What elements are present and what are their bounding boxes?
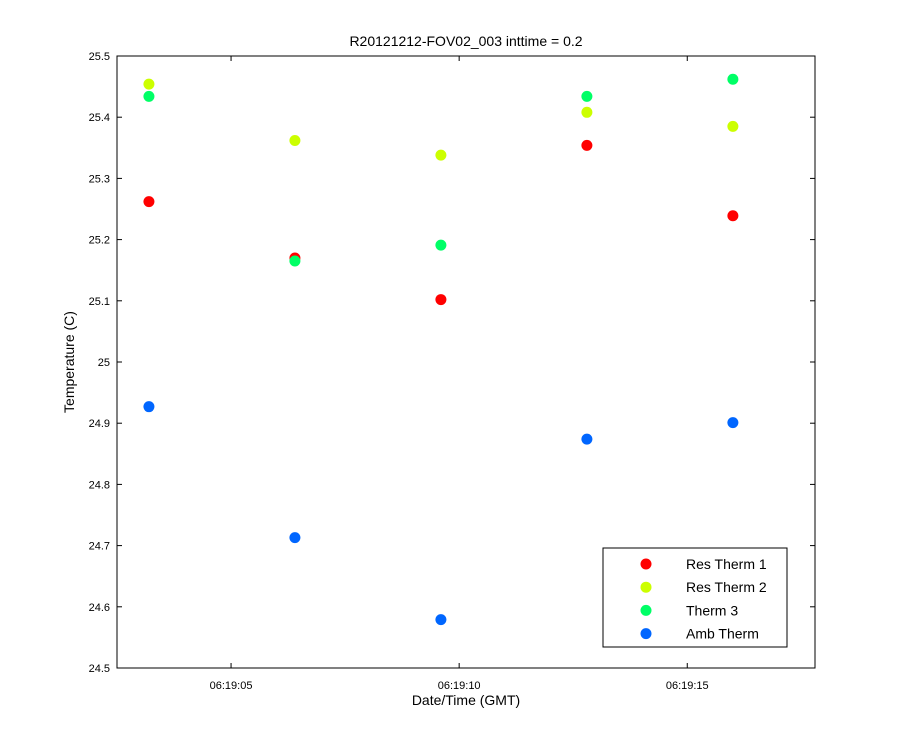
y-tick-label: 25.3 [89,173,110,185]
data-point-amb-therm [727,417,739,429]
data-point-amb-therm [581,433,593,445]
data-point-res-therm-2 [435,149,447,161]
chart-title: R20121212-FOV02_003 inttime = 0.2 [349,33,582,49]
data-points [143,73,739,626]
legend-box [602,547,788,648]
data-point-res-therm-1 [727,210,739,222]
legend-marker-amb-therm [640,628,652,640]
data-point-therm-3 [581,90,593,102]
data-point-amb-therm [435,614,447,626]
data-point-amb-therm [289,532,301,544]
data-point-therm-3 [435,239,447,251]
legend-items: Res Therm 1 Res Therm 2 Therm 3 Amb Therm [640,556,767,642]
data-point-res-therm-2 [727,120,739,132]
legend-marker-res-therm-1 [640,558,652,570]
data-point-res-therm-1 [581,139,593,151]
y-tick-label: 25.1 [89,296,110,308]
y-tick-label: 25 [98,357,110,369]
legend-marker-res-therm-2 [640,581,652,593]
y-tick-label: 25.4 [89,112,110,124]
legend-label-therm-3: Therm 3 [686,602,738,618]
x-axis-ticks: 06:19:05 06:19:10 06:19:15 [210,56,709,692]
data-point-therm-3 [289,255,301,267]
legend-marker-therm-3 [640,604,652,616]
x-tick-label: 06:19:05 [210,680,253,692]
x-axis-label: Date/Time (GMT) [412,692,520,708]
data-point-therm-3 [143,90,155,102]
x-tick-label: 06:19:10 [438,680,481,692]
legend-label-res-therm-1: Res Therm 1 [686,556,767,572]
data-point-res-therm-2 [289,134,301,146]
legend-label-res-therm-2: Res Therm 2 [686,579,767,595]
data-point-res-therm-1 [143,196,155,208]
legend-label-amb-therm: Amb Therm [686,626,759,642]
y-tick-label: 25.2 [89,235,110,247]
y-tick-label: 24.7 [89,541,110,553]
y-tick-label: 24.5 [89,663,110,675]
data-point-amb-therm [143,401,155,413]
y-axis-label: Temperature (C) [61,311,77,413]
y-tick-label: 25.5 [89,51,110,63]
legend: Res Therm 1 Res Therm 2 Therm 3 Amb Therm [602,547,788,648]
data-point-res-therm-2 [143,78,155,90]
data-point-res-therm-1 [435,294,447,306]
y-axis-ticks: 24.5 24.6 24.7 24.8 24.9 25 25.1 25.2 25.3 25.4 25… [89,51,815,675]
data-point-therm-3 [727,73,739,85]
x-tick-label: 06:19:15 [666,680,709,692]
y-tick-label: 24.6 [89,602,110,614]
y-tick-label: 24.9 [89,418,110,430]
data-point-res-therm-2 [581,106,593,118]
y-tick-label: 24.8 [89,479,110,491]
